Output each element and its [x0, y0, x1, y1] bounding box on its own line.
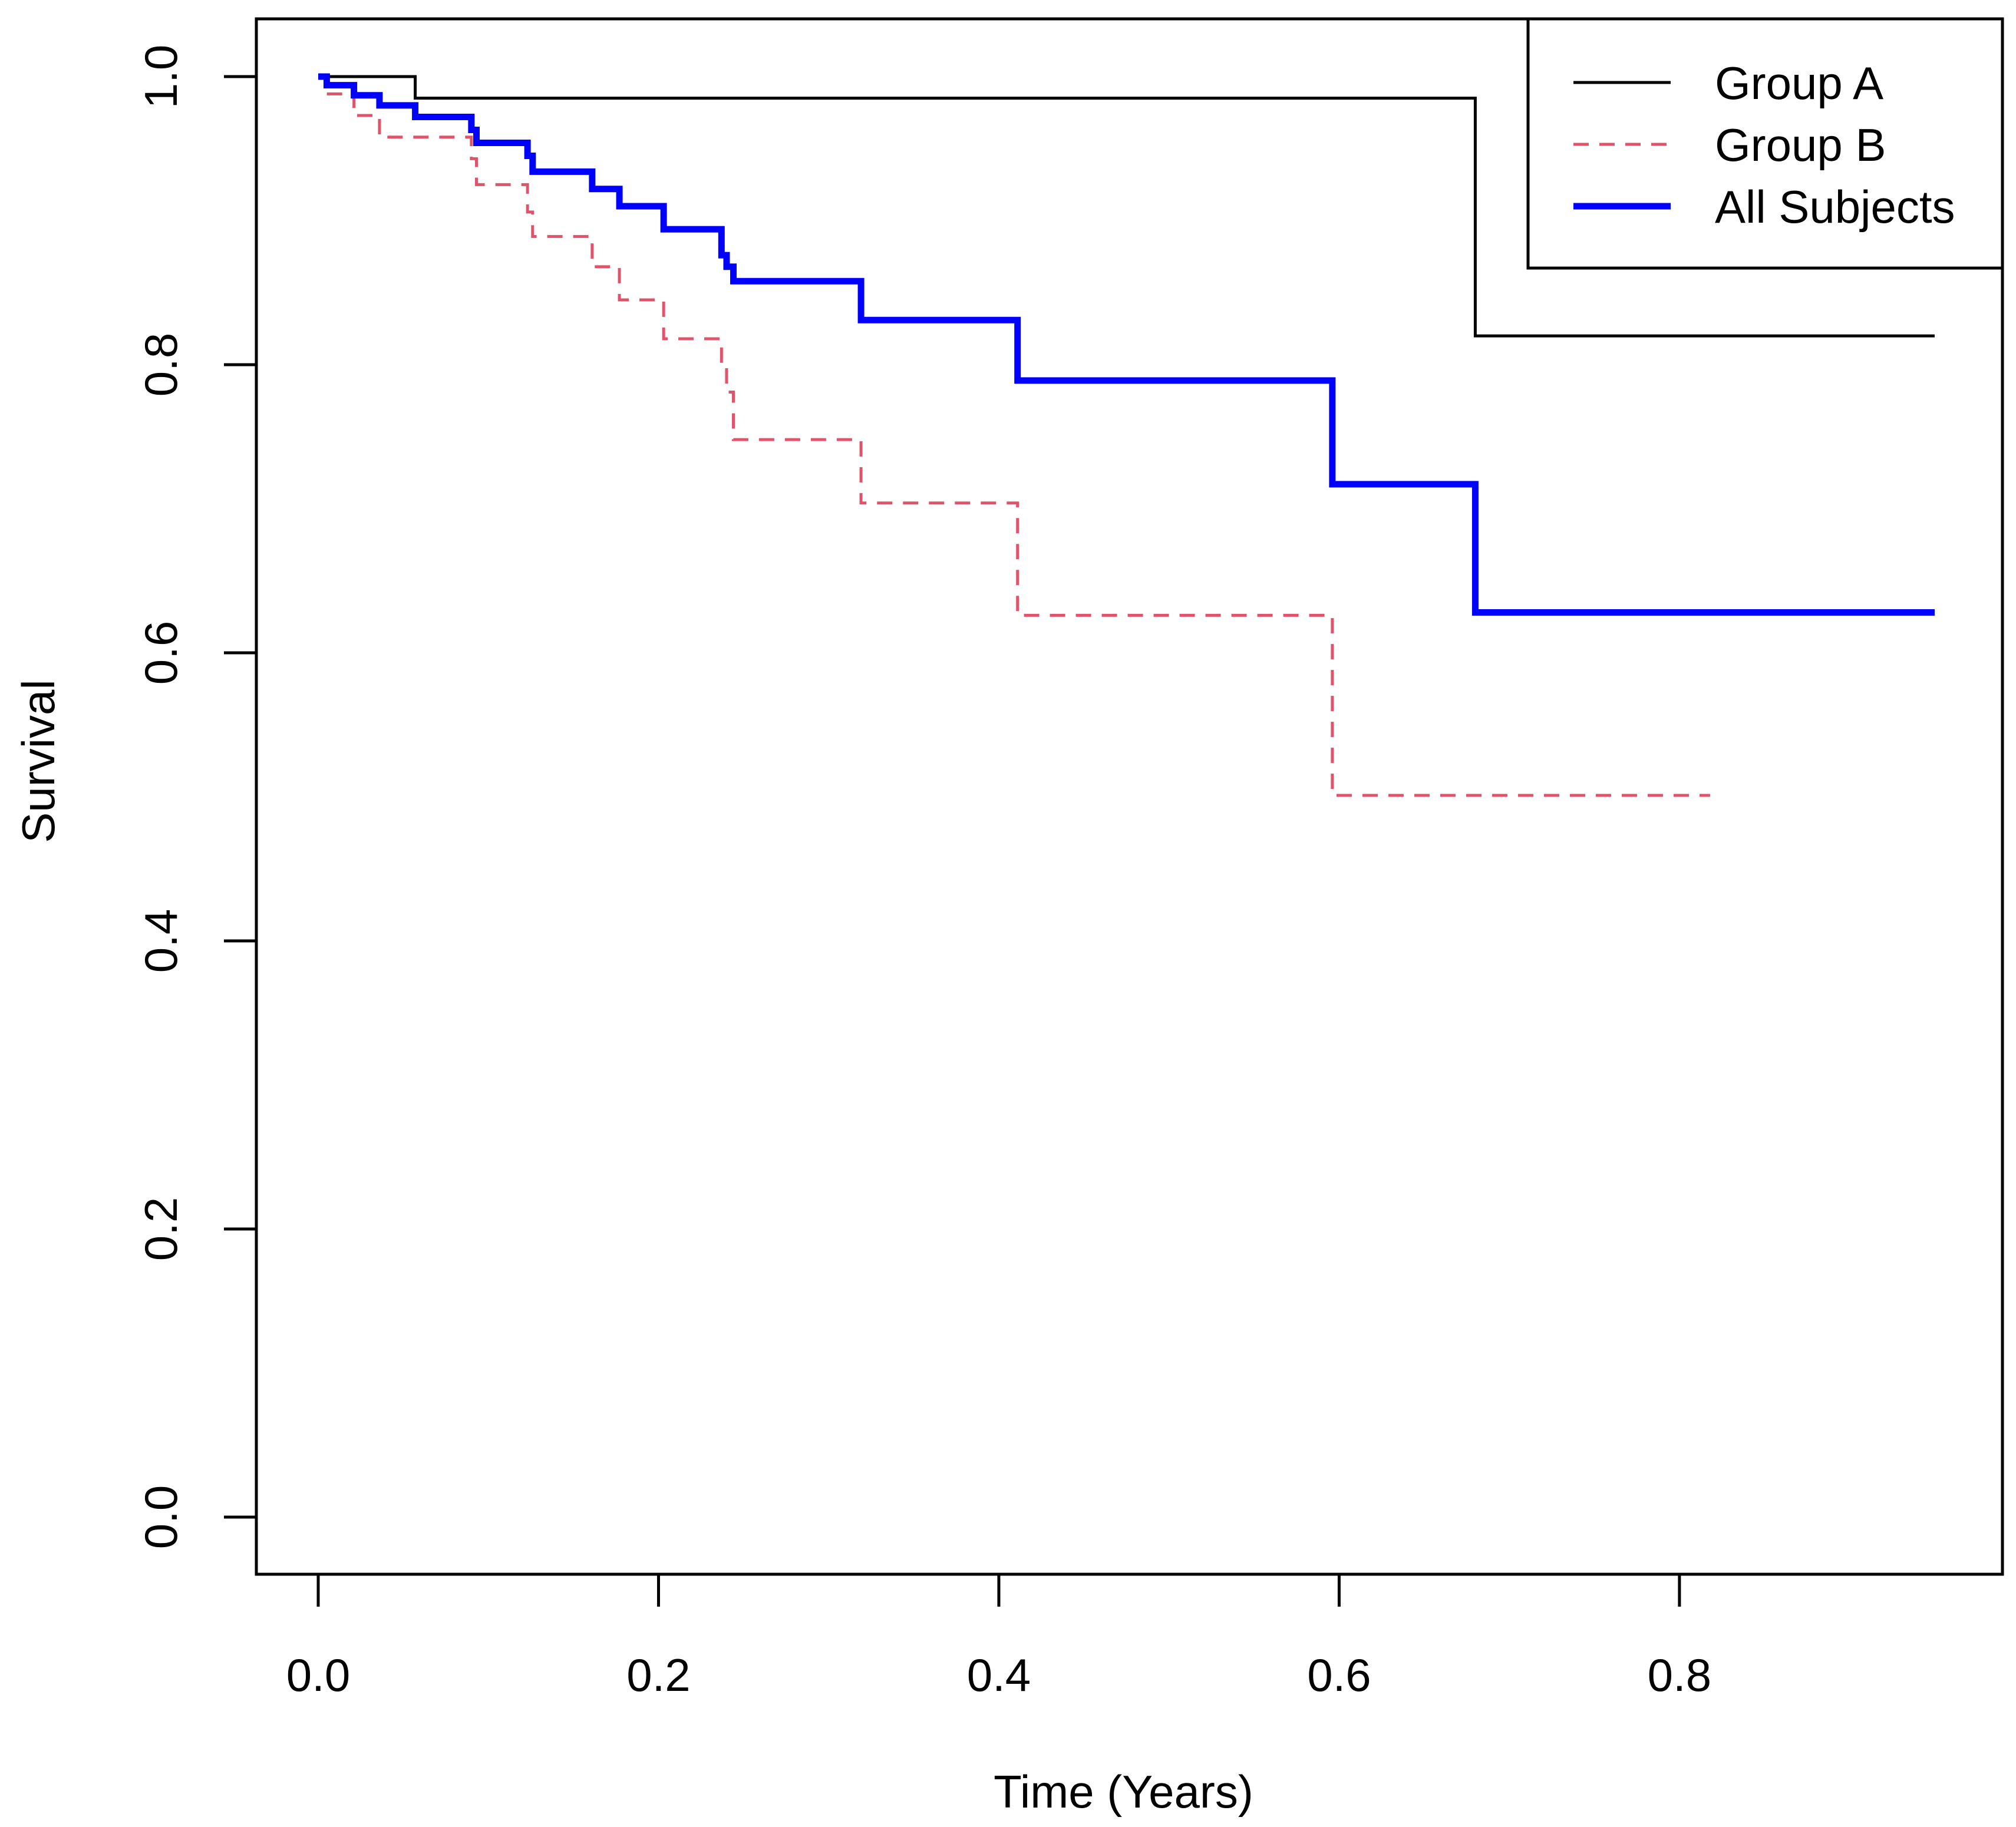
- x-tick-label: 0.2: [626, 1649, 690, 1701]
- y-tick-label: 1.0: [135, 45, 187, 108]
- legend-label: All Subjects: [1715, 181, 1955, 233]
- legend-label: Group B: [1715, 119, 1886, 171]
- y-axis: 0.0 0.2 0.4 0.6 0.8 1.0: [135, 45, 258, 1549]
- x-tick-label: 0.8: [1648, 1649, 1711, 1701]
- x-tick-label: 0.0: [286, 1649, 350, 1701]
- x-tick-label: 0.6: [1307, 1649, 1371, 1701]
- y-tick-label: 0.6: [135, 621, 187, 685]
- y-tick-label: 0.8: [135, 333, 187, 397]
- legend-label: Group A: [1715, 57, 1883, 109]
- y-tick-label: 0.0: [135, 1485, 187, 1549]
- y-tick-label: 0.2: [135, 1197, 187, 1261]
- series-line-all-subjects: [318, 73, 1935, 616]
- legend: Group A Group B All Subjects: [1526, 17, 2004, 270]
- x-tick-label: 0.4: [967, 1649, 1031, 1701]
- x-axis-title: Time (Years): [994, 1766, 1253, 1818]
- y-tick-label: 0.4: [135, 909, 187, 973]
- series-layer: [318, 73, 1935, 797]
- series-line-group-b: [318, 75, 1710, 797]
- series-line-group-a: [318, 75, 1935, 338]
- y-axis-title: Survival: [12, 679, 64, 843]
- x-axis: 0.0 0.2 0.4 0.6 0.8: [286, 1572, 1711, 1701]
